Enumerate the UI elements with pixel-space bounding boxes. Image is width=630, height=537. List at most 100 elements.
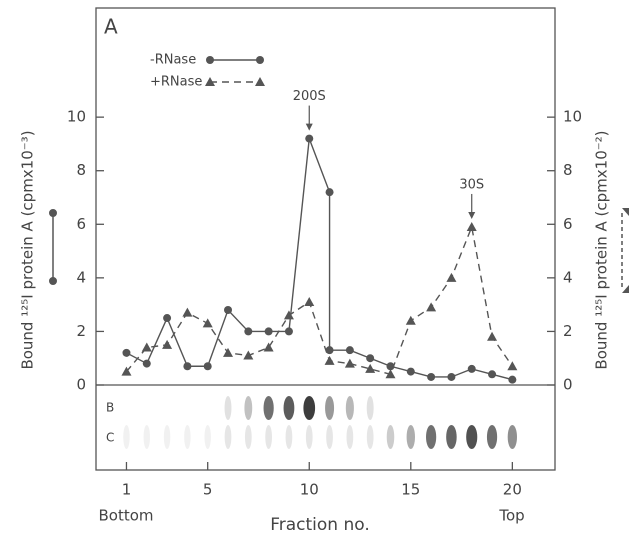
y2-axis-label: Bound ¹²⁵I protein A (cpmx10⁻²) [593, 130, 611, 369]
data-point [143, 360, 151, 368]
data-point [264, 343, 274, 352]
legend-marker [206, 56, 214, 64]
gel-band [303, 396, 315, 420]
y-tick-label: 8 [76, 161, 86, 179]
gel-band [225, 396, 232, 420]
data-point [468, 365, 476, 373]
data-point [304, 297, 314, 306]
data-point [122, 349, 130, 357]
data-point [326, 346, 334, 354]
x-tick-label: 20 [503, 481, 522, 499]
legend-label: -RNase [150, 53, 196, 68]
gel-band [306, 425, 313, 449]
gel-band [367, 396, 374, 420]
gel-band [466, 425, 477, 449]
data-point [284, 310, 294, 319]
data-point [223, 348, 233, 357]
data-point [183, 362, 191, 370]
y2-tick-label: 2 [563, 322, 573, 340]
data-point [162, 340, 172, 349]
y-tick-label: 4 [76, 268, 86, 286]
gel-band [286, 425, 293, 449]
data-point [243, 351, 253, 360]
data-point [244, 327, 252, 335]
x-tick-label: 5 [203, 481, 213, 499]
data-point [346, 346, 354, 354]
data-point [204, 362, 212, 370]
y2-tick-label: 4 [563, 268, 573, 286]
data-point [407, 368, 415, 376]
data-point [508, 376, 516, 384]
y-tick-label: 2 [76, 322, 86, 340]
side-key-circle [50, 210, 57, 285]
data-point [305, 135, 313, 143]
gel-band [184, 425, 190, 449]
gel-band [367, 425, 374, 449]
y-axis-label: Bound ¹²⁵I protein A (cpmx10⁻³) [19, 130, 37, 369]
chart: A Bound ¹²⁵I protein A (cpmx10⁻³) Bound … [0, 0, 630, 537]
annotation-arrowhead [468, 212, 475, 219]
data-point [325, 356, 335, 365]
legend-marker [256, 56, 264, 64]
data-point [285, 327, 293, 335]
x-tick-label: 15 [401, 481, 420, 499]
data-point [163, 314, 171, 322]
data-point [366, 354, 374, 362]
data-point [487, 332, 497, 341]
gel-band [123, 425, 129, 449]
x-start-label: Bottom [98, 507, 153, 525]
side-key-triangle [622, 208, 629, 293]
y2-tick-label: 0 [563, 376, 573, 394]
y2-tick-label: 8 [563, 161, 573, 179]
gel-band [346, 396, 354, 420]
gel-band [264, 396, 274, 420]
gel-band [244, 396, 252, 420]
gel-band [325, 396, 334, 420]
y2-tick-label: 6 [563, 215, 573, 233]
x-tick-label: 10 [300, 481, 319, 499]
x-axis-label: Fraction no. [270, 515, 370, 535]
data-point [265, 327, 273, 335]
gel-label: B [106, 401, 114, 415]
annotation: 30S [459, 177, 484, 192]
gel-band [204, 425, 210, 449]
gel-band [245, 425, 252, 449]
gel-band [265, 425, 272, 449]
data-point [182, 308, 192, 317]
y-tick-label: 0 [76, 376, 86, 394]
gel-band [225, 425, 232, 449]
data-point [467, 222, 477, 231]
legend-marker [255, 77, 265, 86]
y-tick-label: 6 [76, 215, 86, 233]
data-point [224, 306, 232, 314]
gel-band [164, 425, 170, 449]
x-tick-label: 1 [122, 481, 132, 499]
data-point [446, 273, 456, 282]
gel-band [508, 425, 517, 449]
gel-band [326, 425, 333, 449]
gel-band [426, 425, 436, 449]
data-point [406, 316, 416, 325]
annotation: 200S [293, 89, 326, 104]
gel-band [487, 425, 497, 449]
x-end-label: Top [498, 507, 524, 525]
data-point [488, 370, 496, 378]
panel-label: A [104, 15, 118, 39]
annotation-arrowhead [306, 124, 313, 131]
data-point [326, 188, 334, 196]
y2-tick-label: 10 [563, 108, 582, 126]
y-tick-label: 10 [67, 108, 86, 126]
legend-label: +RNase [150, 75, 202, 90]
gel-band [407, 425, 415, 449]
series-line [126, 139, 512, 380]
gel-label: C [106, 431, 114, 445]
gel-band [446, 425, 457, 449]
data-point [142, 343, 152, 352]
gel-band [347, 425, 354, 449]
data-point [427, 373, 435, 381]
data-point [447, 373, 455, 381]
data-point [345, 359, 355, 368]
gel-band [387, 425, 395, 449]
gel-band [284, 396, 295, 420]
series-line [126, 227, 512, 374]
